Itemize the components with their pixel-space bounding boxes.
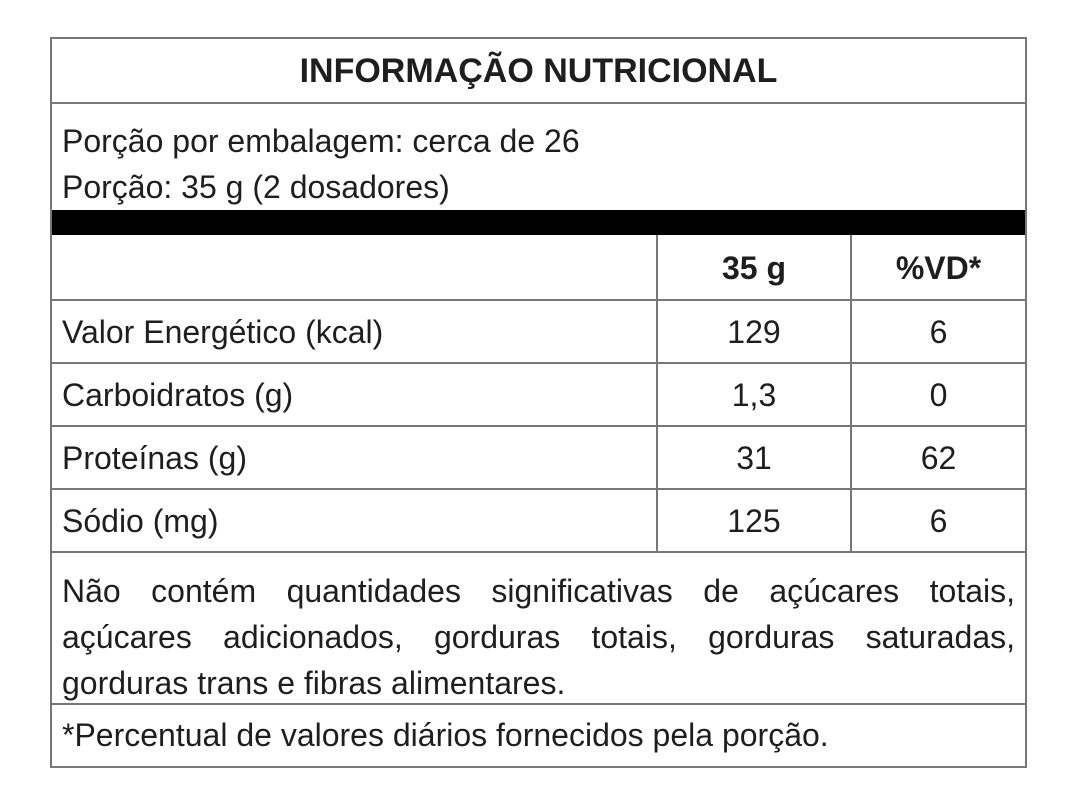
nutrient-value: 125 xyxy=(658,490,852,551)
nutrient-name: Proteínas (g) xyxy=(52,427,658,488)
table-row: Valor Energético (kcal) 129 6 xyxy=(52,301,1025,364)
table-row: Proteínas (g) 31 62 xyxy=(52,427,1025,490)
title: INFORMAÇÃO NUTRICIONAL xyxy=(52,39,1025,104)
nutrient-value: 6 xyxy=(929,503,948,539)
separator-bar xyxy=(52,210,1025,235)
note: Não contém quantidades significativas de… xyxy=(52,553,1025,705)
nutrition-label: INFORMAÇÃO NUTRICIONAL Porção por embala… xyxy=(50,37,1027,768)
portion-line: Porção por embalagem: cerca de 26 xyxy=(62,123,580,159)
header-cell: 35 g xyxy=(658,235,852,299)
nutrient-value: 31 xyxy=(658,427,852,488)
nutrient-value: 6 xyxy=(929,314,948,350)
nutrient-name: Carboidratos (g) xyxy=(52,364,658,425)
table-header: 35 g %VD* xyxy=(52,235,1025,301)
header-cell: %VD* xyxy=(895,250,982,286)
nutrient-value: 129 xyxy=(658,301,852,362)
footnote: *Percentual de valores diários fornecido… xyxy=(62,717,829,753)
table-row: Carboidratos (g) 1,3 0 xyxy=(52,364,1025,427)
nutrient-value: 62 xyxy=(920,440,957,476)
nutrient-value: 1,3 xyxy=(658,364,852,425)
nutrient-value: 0 xyxy=(929,377,948,413)
portion-info: Porção por embalagem: cerca de 26 Porção… xyxy=(52,104,1025,210)
table-body: Valor Energético (kcal) 129 6 Carboidratos … xyxy=(52,301,1025,553)
nutrient-name: Valor Energético (kcal) xyxy=(52,301,658,362)
nutrient-name: Sódio (mg) xyxy=(52,490,658,551)
portion-line: Porção: 35 g (2 dosadores) xyxy=(62,169,450,205)
header-cell xyxy=(52,235,658,299)
table-row: Sódio (mg) 125 6 xyxy=(52,490,1025,553)
